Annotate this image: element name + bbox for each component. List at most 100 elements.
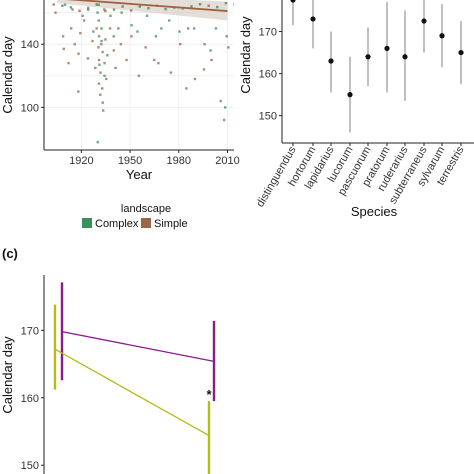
panel-a-legend-label-complex: Complex xyxy=(95,218,139,230)
panel-a-point-complex xyxy=(112,35,115,38)
panel-a-x-tick-label: 1980 xyxy=(167,155,191,167)
panel-a-point-simple xyxy=(125,58,128,62)
panel-a-point-simple xyxy=(61,35,65,38)
panel-a-legend-swatch-simple xyxy=(141,218,151,228)
panel-a-point-simple xyxy=(144,46,147,49)
panel-a-point xyxy=(216,5,219,9)
panel-a-point xyxy=(198,3,202,6)
panel-a-point-complex xyxy=(130,24,133,27)
panel-a-point-simple xyxy=(219,99,222,103)
panel-a-point-complex xyxy=(209,49,212,52)
panel-a-point-simple xyxy=(91,39,94,43)
panel-a-point-simple xyxy=(119,43,123,46)
panel-a-point-complex xyxy=(81,14,84,17)
panel-a-point-complex xyxy=(97,3,100,6)
panel-a-point-simple xyxy=(179,43,182,46)
panel-b-point xyxy=(290,0,296,3)
panel-a-point-complex xyxy=(97,19,100,22)
panel-a-point-simple xyxy=(222,118,226,122)
panel-b-point xyxy=(439,33,445,39)
panel-a-point-simple xyxy=(225,35,228,38)
panel-a-point-complex xyxy=(145,14,149,17)
panel-a-point-complex xyxy=(178,30,181,33)
panel-a-point-complex xyxy=(203,43,206,46)
panel-a-point xyxy=(233,3,234,6)
panel-c-significance-marker: * xyxy=(206,387,212,402)
panel-a-trend-line-simple xyxy=(66,0,228,12)
panel-b-y-tick-label: 160 xyxy=(259,69,277,81)
panel-a-point-complex xyxy=(185,87,188,90)
panel-a-x-tick-label: 2010 xyxy=(215,155,239,167)
panel-a-point xyxy=(224,1,228,5)
panel-a-point-simple xyxy=(105,77,108,81)
panel-b-point xyxy=(384,45,390,51)
panel-a-point-simple xyxy=(97,35,101,38)
panel-a-point-simple xyxy=(193,77,197,81)
panel-a-point-simple xyxy=(102,109,105,112)
panel-a-point-complex xyxy=(223,106,227,109)
panel-a-point-simple xyxy=(95,27,98,30)
panel-a-point-simple xyxy=(99,93,102,96)
panel-b-point xyxy=(458,49,464,56)
panel-a-point xyxy=(78,9,81,13)
panel-a-legend-swatch-complex xyxy=(82,218,92,228)
panel-a-point xyxy=(207,4,210,7)
panel-a-point-complex xyxy=(120,11,123,14)
panel-a-point-simple xyxy=(73,43,76,46)
panel-c-y-tick-label: 170 xyxy=(21,325,39,337)
panel-a-point-complex xyxy=(106,54,109,57)
panel-a-point xyxy=(61,4,64,7)
panel-a-y-axis-title: Calendar day xyxy=(0,36,15,114)
panel-a-point-simple xyxy=(202,68,206,71)
panel-a-point xyxy=(86,8,90,11)
panel-a-point-simple xyxy=(100,43,103,46)
panel-a-point-complex xyxy=(101,101,104,104)
panel-a-y-tick-label: 100 xyxy=(21,102,39,114)
panel-a-point-simple xyxy=(210,58,213,62)
panel-c-label: (c) xyxy=(2,246,18,261)
panel-b-y-tick-label: 150 xyxy=(259,111,277,123)
panel-a-point-simple xyxy=(99,71,102,74)
panel-a-x-axis-title: Year xyxy=(126,167,153,182)
panel-b-point xyxy=(421,18,427,24)
panel-a-point-complex xyxy=(100,27,103,30)
panel-b-point xyxy=(365,54,371,60)
panel-a-point xyxy=(130,9,133,12)
panel-a-point xyxy=(52,3,55,6)
panel-a-point-complex xyxy=(103,74,106,77)
panel-a-point xyxy=(69,6,73,9)
panel-c-y-tick-label: 150 xyxy=(21,460,39,472)
panel-a-point-simple xyxy=(94,66,97,70)
panel-a-point-simple xyxy=(101,50,104,54)
panel-a-point-complex xyxy=(96,140,99,144)
panel-a-point-complex xyxy=(227,46,230,49)
panel-a-confidence-band xyxy=(56,0,228,21)
panel-b-point xyxy=(328,58,334,64)
panel-a-x-tick-label: 1920 xyxy=(69,155,93,167)
panel-a-point xyxy=(138,5,142,8)
panel-a-point-simple xyxy=(70,27,73,30)
panel-a-point-simple xyxy=(97,46,100,49)
panel-a-point-simple xyxy=(169,71,173,74)
panel-b-y-tick-label: 170 xyxy=(259,27,277,39)
panel-c-series-line xyxy=(54,348,210,437)
panel-b-x-axis-title: Species xyxy=(351,204,398,219)
panel-a-point-complex xyxy=(117,27,120,30)
panel-a-point-simple xyxy=(79,31,82,35)
panel-c-y-axis-title: Calendar day xyxy=(0,336,15,414)
panel-a-point-simple xyxy=(86,57,90,60)
panel-a-point-simple xyxy=(103,61,106,65)
panel-c-series-line xyxy=(61,331,215,362)
panel-a-point-complex xyxy=(92,30,95,33)
panel-a-point-simple xyxy=(114,66,117,70)
panel-a-point-simple xyxy=(67,61,70,65)
panel-a-y-tick-label: 140 xyxy=(21,39,39,51)
panel-a-point-simple xyxy=(108,27,112,30)
panel-a-point xyxy=(121,5,124,8)
panel-a-point xyxy=(164,7,167,11)
panel-a-point-complex xyxy=(71,8,74,11)
panel-a-point-simple xyxy=(130,35,133,38)
panel-b-point xyxy=(310,16,316,22)
panel-a-point-simple xyxy=(152,58,156,62)
panel-a-legend-title: landscape xyxy=(121,203,171,215)
